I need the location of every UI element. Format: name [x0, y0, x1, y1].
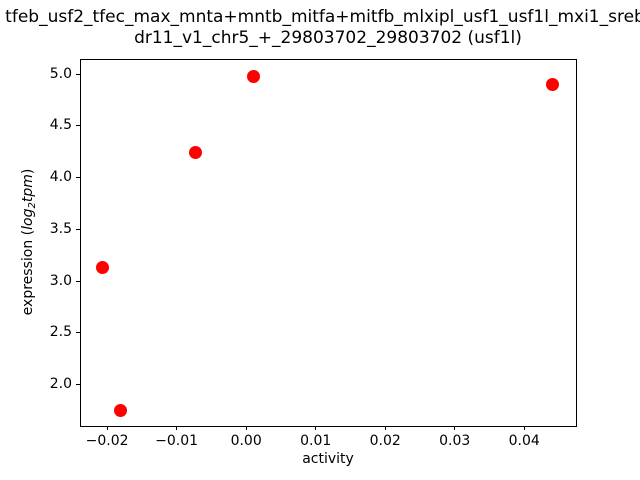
y-tick-mark [76, 332, 80, 334]
x-tick-mark [454, 426, 456, 430]
x-tick-label: 0.03 [439, 433, 471, 449]
x-tick-mark [315, 426, 317, 430]
y-tick-label: 2.0 [49, 376, 72, 393]
y-tick-label: 3.5 [49, 220, 72, 237]
x-tick-mark [106, 426, 108, 430]
x-tick-label: −0.01 [155, 433, 199, 449]
x-tick-label: 0.04 [508, 433, 540, 449]
x-tick-label: −0.02 [85, 433, 129, 449]
x-axis-label: activity [302, 451, 354, 467]
y-tick-mark [76, 228, 80, 230]
y-tick-mark [76, 73, 80, 75]
x-tick-label: 0.01 [300, 433, 332, 449]
data-point [546, 77, 560, 91]
y-axis-label-subscript: 2 [27, 202, 38, 209]
y-tick-mark [76, 384, 80, 386]
x-tick-mark [523, 426, 525, 430]
y-tick-mark [76, 280, 80, 282]
data-point [188, 146, 202, 160]
y-tick-label: 4.5 [49, 117, 72, 134]
x-tick-mark [176, 426, 178, 430]
y-tick-mark [76, 125, 80, 127]
x-tick-label: 0.00 [230, 433, 262, 449]
y-tick-label: 4.0 [49, 169, 72, 186]
y-tick-label: 3.0 [49, 272, 72, 289]
y-axis-label-prefix: expression ( [20, 229, 36, 316]
chart-title-line-1: tfeb_usf2_tfec_max_mnta+mntb_mitfa+mitfb… [5, 7, 640, 27]
y-axis-label-math-log: log [20, 208, 36, 230]
data-point [96, 261, 110, 275]
x-tick-mark [245, 426, 247, 430]
y-tick-label: 2.5 [49, 324, 72, 341]
chart-title-line-2: dr11_v1_chr5_+_29803702_29803702 (usf1l) [134, 28, 522, 48]
x-tick-mark [384, 426, 386, 430]
y-tick-mark [76, 177, 80, 179]
y-axis-label-suffix: ) [20, 168, 36, 175]
data-point [113, 404, 127, 418]
plot-area [80, 59, 577, 427]
y-axis-label: expression (log2tpm) [20, 168, 38, 316]
data-point [247, 69, 261, 83]
y-tick-label: 5.0 [49, 65, 72, 82]
x-tick-label: 0.02 [369, 433, 401, 449]
y-axis-label-math-tpm: tpm [20, 174, 36, 203]
